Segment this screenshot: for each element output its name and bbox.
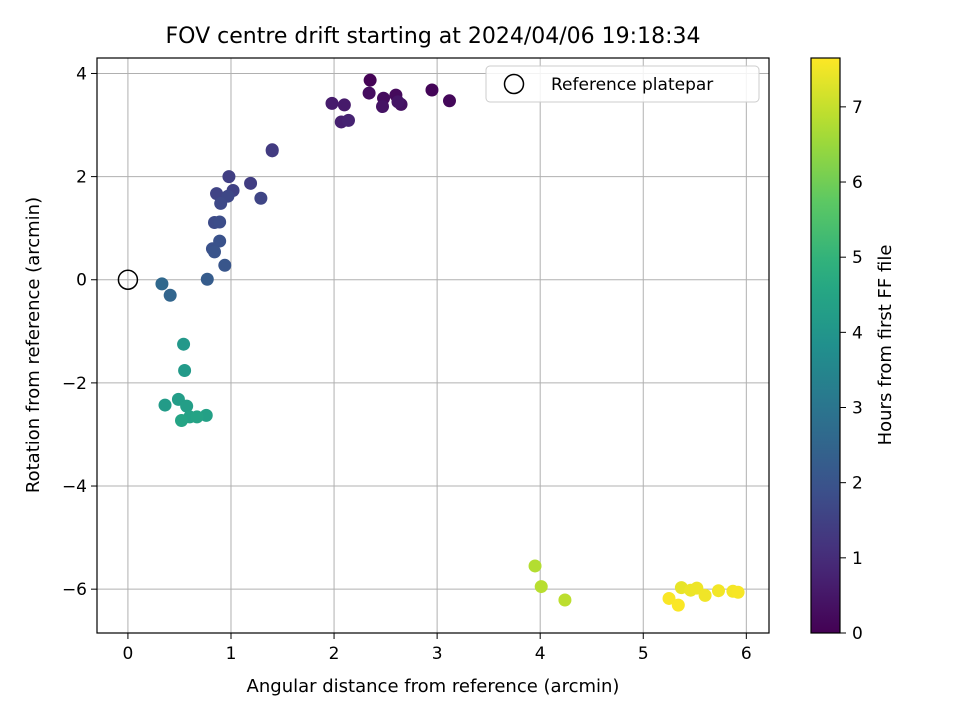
x-axis-label: Angular distance from reference (arcmin) (247, 676, 620, 697)
x-tick-label: 5 (638, 644, 649, 664)
data-point (207, 245, 221, 259)
colorbar-bar (810, 57, 841, 634)
data-point (362, 86, 376, 100)
data-point (177, 337, 191, 351)
colorbar-tick-label: 6 (852, 173, 863, 193)
data-point (341, 113, 355, 127)
colorbar-tick-label: 0 (852, 624, 863, 644)
data-point (662, 591, 676, 605)
data-point (163, 288, 177, 302)
data-point (698, 588, 712, 602)
y-tick-label: 2 (76, 168, 87, 188)
colorbar-tick-label: 4 (852, 323, 863, 343)
colorbar-tick-label: 7 (852, 98, 863, 118)
y-axis-label: Rotation from reference (arcmin) (23, 197, 44, 493)
legend: Reference platepar (485, 65, 760, 103)
colorbar-tick-label: 3 (852, 399, 863, 419)
data-point (731, 585, 745, 599)
data-point (711, 584, 725, 598)
colorbar-label: Hours from first FF file (875, 245, 896, 446)
data-point (213, 234, 227, 248)
data-point (254, 191, 268, 205)
x-tick-label: 3 (432, 644, 443, 664)
reference-point-marker (117, 269, 139, 290)
colorbar-tick-label: 1 (852, 549, 863, 569)
data-point (528, 559, 542, 573)
y-tick-label: 4 (76, 64, 87, 84)
data-point (218, 258, 232, 272)
y-tick-label: −4 (62, 477, 87, 497)
x-tick-label: 0 (123, 644, 134, 664)
data-point (265, 144, 279, 158)
data-point (214, 196, 228, 210)
data-point (178, 364, 192, 378)
data-point (210, 187, 224, 201)
plot-area: 0 1 2 3 4 5 6 −6 −4 −2 0 2 4 Reference platepar (62, 57, 770, 664)
colorbar-tick-label: 2 (852, 474, 863, 494)
legend-box (485, 65, 760, 103)
data-point (190, 410, 204, 424)
data-point (158, 398, 172, 412)
y-tick-label: −6 (62, 580, 87, 600)
data-point (391, 95, 405, 109)
x-tick-label: 6 (741, 644, 752, 664)
data-point (558, 593, 572, 607)
colorbar: 0 1 2 3 4 5 6 7 (810, 57, 863, 644)
chart-title: FOV centre drift starting at 2024/04/06 … (166, 24, 701, 49)
plot-frame (96, 57, 770, 634)
legend-label: Reference platepar (551, 75, 713, 95)
x-tick-label: 4 (535, 644, 546, 664)
data-point (337, 98, 351, 112)
data-point (425, 83, 439, 97)
x-tick-label: 2 (329, 644, 340, 664)
data-point (671, 598, 685, 612)
data-point (442, 94, 456, 108)
data-point (363, 73, 377, 87)
data-point (325, 96, 339, 110)
data-point (200, 272, 214, 286)
data-point (180, 399, 194, 413)
data-point (534, 580, 548, 594)
data-point (222, 170, 236, 184)
y-tick-label: −2 (62, 374, 87, 394)
colorbar-tick-label: 5 (852, 248, 863, 268)
data-point (244, 176, 258, 190)
y-tick-label: 0 (76, 271, 87, 291)
data-point (155, 277, 169, 291)
data-point (375, 99, 389, 113)
legend-marker (503, 73, 525, 95)
data-point (175, 414, 189, 428)
data-point (213, 215, 227, 229)
x-tick-label: 1 (226, 644, 237, 664)
